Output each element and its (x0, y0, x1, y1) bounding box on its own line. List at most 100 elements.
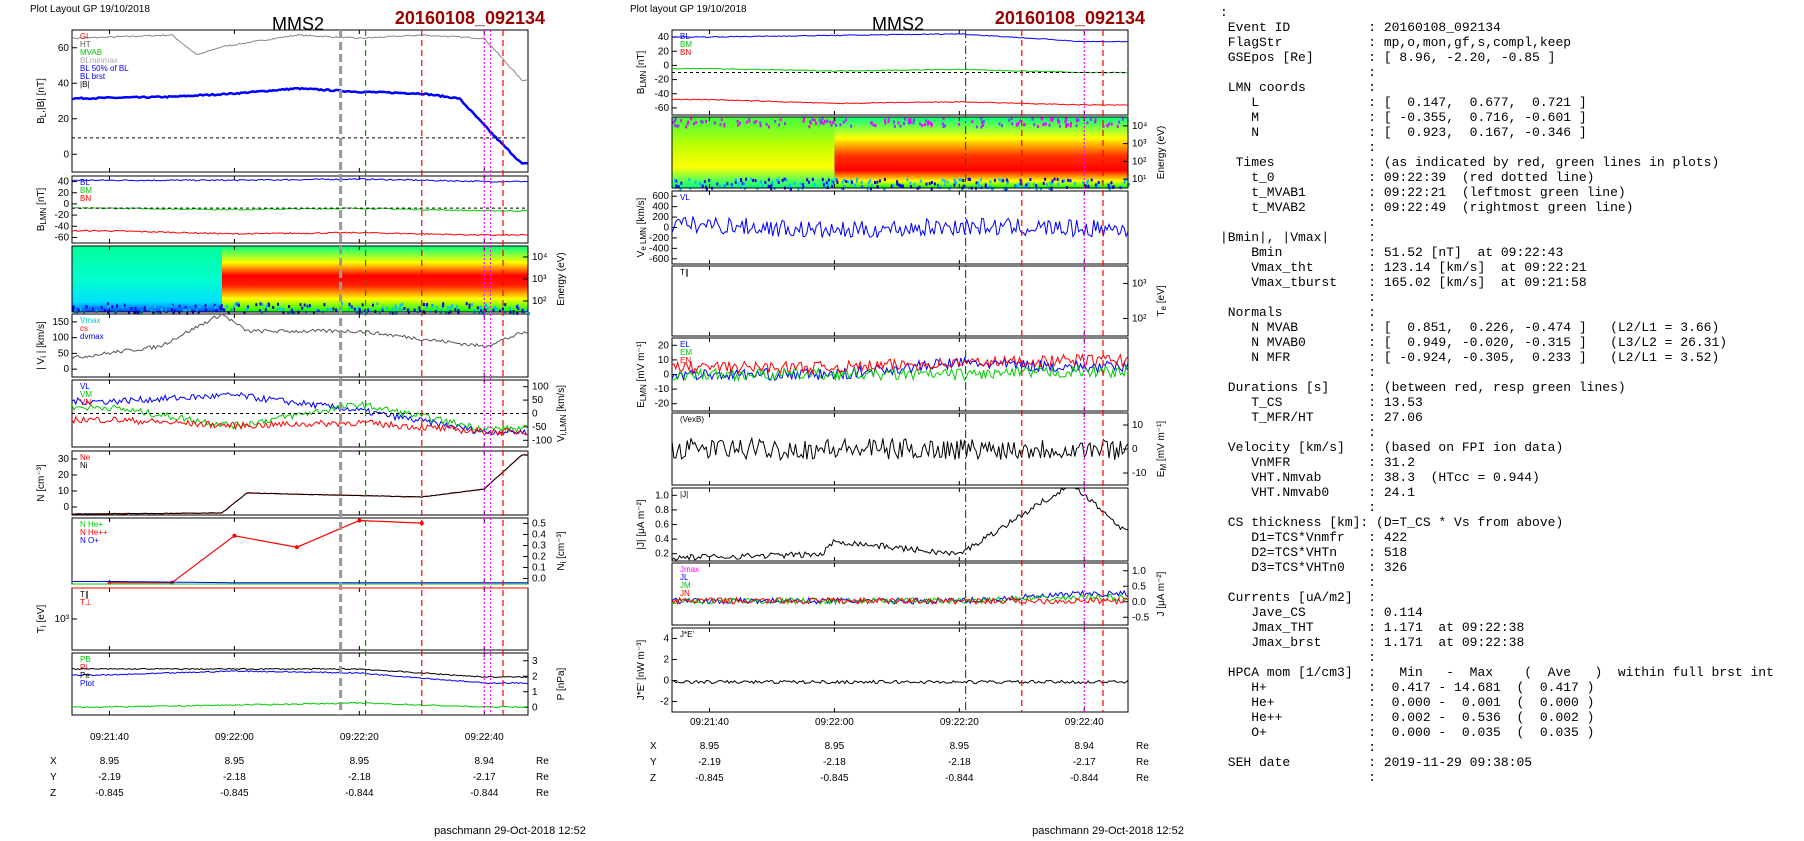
spectrogram-pixel (902, 122, 905, 126)
y-tick-label: 10 (1132, 420, 1144, 431)
spectrogram-pixel (830, 182, 833, 186)
spectrogram-pixel (943, 179, 946, 183)
spectrogram-pixel (789, 187, 792, 191)
spectrogram-pixel (821, 179, 824, 183)
spectrogram-pixel (178, 304, 181, 308)
spectrogram-pixel (701, 120, 704, 124)
position-row-label: X (650, 741, 657, 752)
spectrogram-pixel (1049, 118, 1052, 122)
spectrogram-pixel (923, 123, 926, 127)
spectrogram-pixel (774, 119, 777, 123)
spectrogram-pixel (675, 184, 678, 188)
spectrogram-pixel (676, 124, 679, 128)
spectrogram-pixel (899, 183, 902, 187)
spectrogram-pixel (980, 125, 983, 129)
spectrogram-pixel (759, 124, 762, 128)
spectrogram-pixel (962, 184, 965, 188)
spectrogram-pixel (783, 177, 786, 181)
spectrogram-pixel (85, 305, 88, 309)
spectrogram-pixel (391, 311, 394, 315)
y-tick-label: 10² (1132, 156, 1147, 167)
spectrogram-pixel (1011, 122, 1014, 126)
spectrogram-pixel (429, 309, 432, 313)
spectrogram-pixel (350, 305, 353, 309)
y-axis-label: BLMN [nT] (636, 51, 648, 95)
spectrogram-pixel (259, 302, 262, 306)
spectrogram-pixel (349, 306, 352, 310)
spectrogram-pixel (134, 306, 137, 310)
spectrogram-pixel (1067, 123, 1070, 127)
spectrogram-pixel (827, 178, 830, 182)
spectrogram-pixel (1040, 187, 1043, 191)
spectrogram-pixel (832, 121, 835, 125)
spectrogram-pixel (1065, 125, 1068, 129)
series-bl (671, 33, 1129, 43)
spectrogram-pixel (802, 119, 805, 123)
spectrogram-pixel (700, 119, 703, 123)
panel-frame (71, 517, 529, 585)
legend-entry: VL (680, 193, 690, 202)
y-tick-label: 4 (663, 634, 669, 645)
time-tick-label: 09:22:40 (465, 732, 504, 743)
position-unit: Re (536, 788, 549, 799)
spectrogram-pixel (726, 182, 729, 186)
spectrogram-pixel (739, 178, 742, 182)
spectrogram-pixel (243, 311, 246, 315)
y-tick-label: 0.2 (532, 552, 546, 563)
spectrogram-pixel (361, 303, 364, 307)
spectrogram-pixel (1032, 182, 1035, 186)
spectrogram-pixel (777, 178, 780, 182)
spectrogram-pixel (357, 306, 360, 310)
spectrogram-pixel (842, 120, 845, 124)
spectrogram-pixel (1094, 120, 1097, 124)
spectrogram-pixel (942, 125, 945, 129)
spectrogram-pixel (984, 184, 987, 188)
y-tick-label: 0 (663, 676, 669, 687)
spectrogram-pixel (982, 120, 985, 124)
y-tick-label: 0.1 (532, 563, 546, 574)
spectrogram-pixel (1023, 185, 1026, 189)
spectrogram-pixel (521, 308, 524, 312)
spectrogram-pixel (1074, 182, 1077, 186)
y-tick-label: -0.5 (1132, 612, 1150, 623)
layout-label: Plot layout GP 19/10/2018 (630, 4, 747, 15)
spectrogram-pixel (299, 303, 302, 307)
y-tick-label: 10² (1132, 314, 1147, 325)
spectrogram-pixel (123, 303, 126, 307)
spectrogram-pixel (213, 303, 216, 307)
legend-entry: JL (680, 573, 689, 582)
spectrogram-pixel (874, 124, 877, 128)
spectrogram-pixel (1069, 179, 1072, 183)
legend-entry: Jmax (680, 565, 699, 574)
spectrogram-pixel (441, 304, 444, 308)
position-value: -2.19 (698, 757, 721, 768)
spectrogram-pixel (867, 181, 870, 185)
spectrogram-pixel (933, 182, 936, 186)
y-tick-label: 1.0 (655, 490, 669, 501)
spectrogram-pixel (846, 180, 849, 184)
position-unit: Re (1136, 741, 1149, 752)
spectrogram-pixel (883, 187, 886, 191)
spectrogram-pixel (353, 307, 356, 311)
spectrogram-pixel (335, 308, 338, 312)
spectrogram-pixel (909, 181, 912, 185)
spectrogram-pixel (227, 311, 230, 315)
spectrogram-pixel (674, 117, 677, 121)
spectrogram-pixel (808, 125, 811, 129)
position-row-label: Z (50, 788, 56, 799)
spectrogram-pixel (170, 307, 173, 311)
spectrogram-pixel (277, 302, 280, 306)
y-tick-label: 0 (532, 409, 538, 420)
event-id-title: 20160108_092134 (995, 8, 1145, 28)
legend-entry: Ne (80, 453, 91, 462)
series--vexb- (671, 436, 1129, 462)
spectrogram-pixel (958, 178, 961, 182)
spectrogram-pixel (508, 306, 511, 310)
spectrogram-pixel (998, 178, 1001, 182)
spectrogram-pixel (1010, 117, 1013, 121)
spectrogram-pixel (303, 303, 306, 307)
series-jl (671, 589, 1129, 606)
spectrogram-pixel (919, 122, 922, 126)
legend-entry: Vmax (80, 316, 100, 325)
y-tick-label: 50 (58, 348, 70, 359)
